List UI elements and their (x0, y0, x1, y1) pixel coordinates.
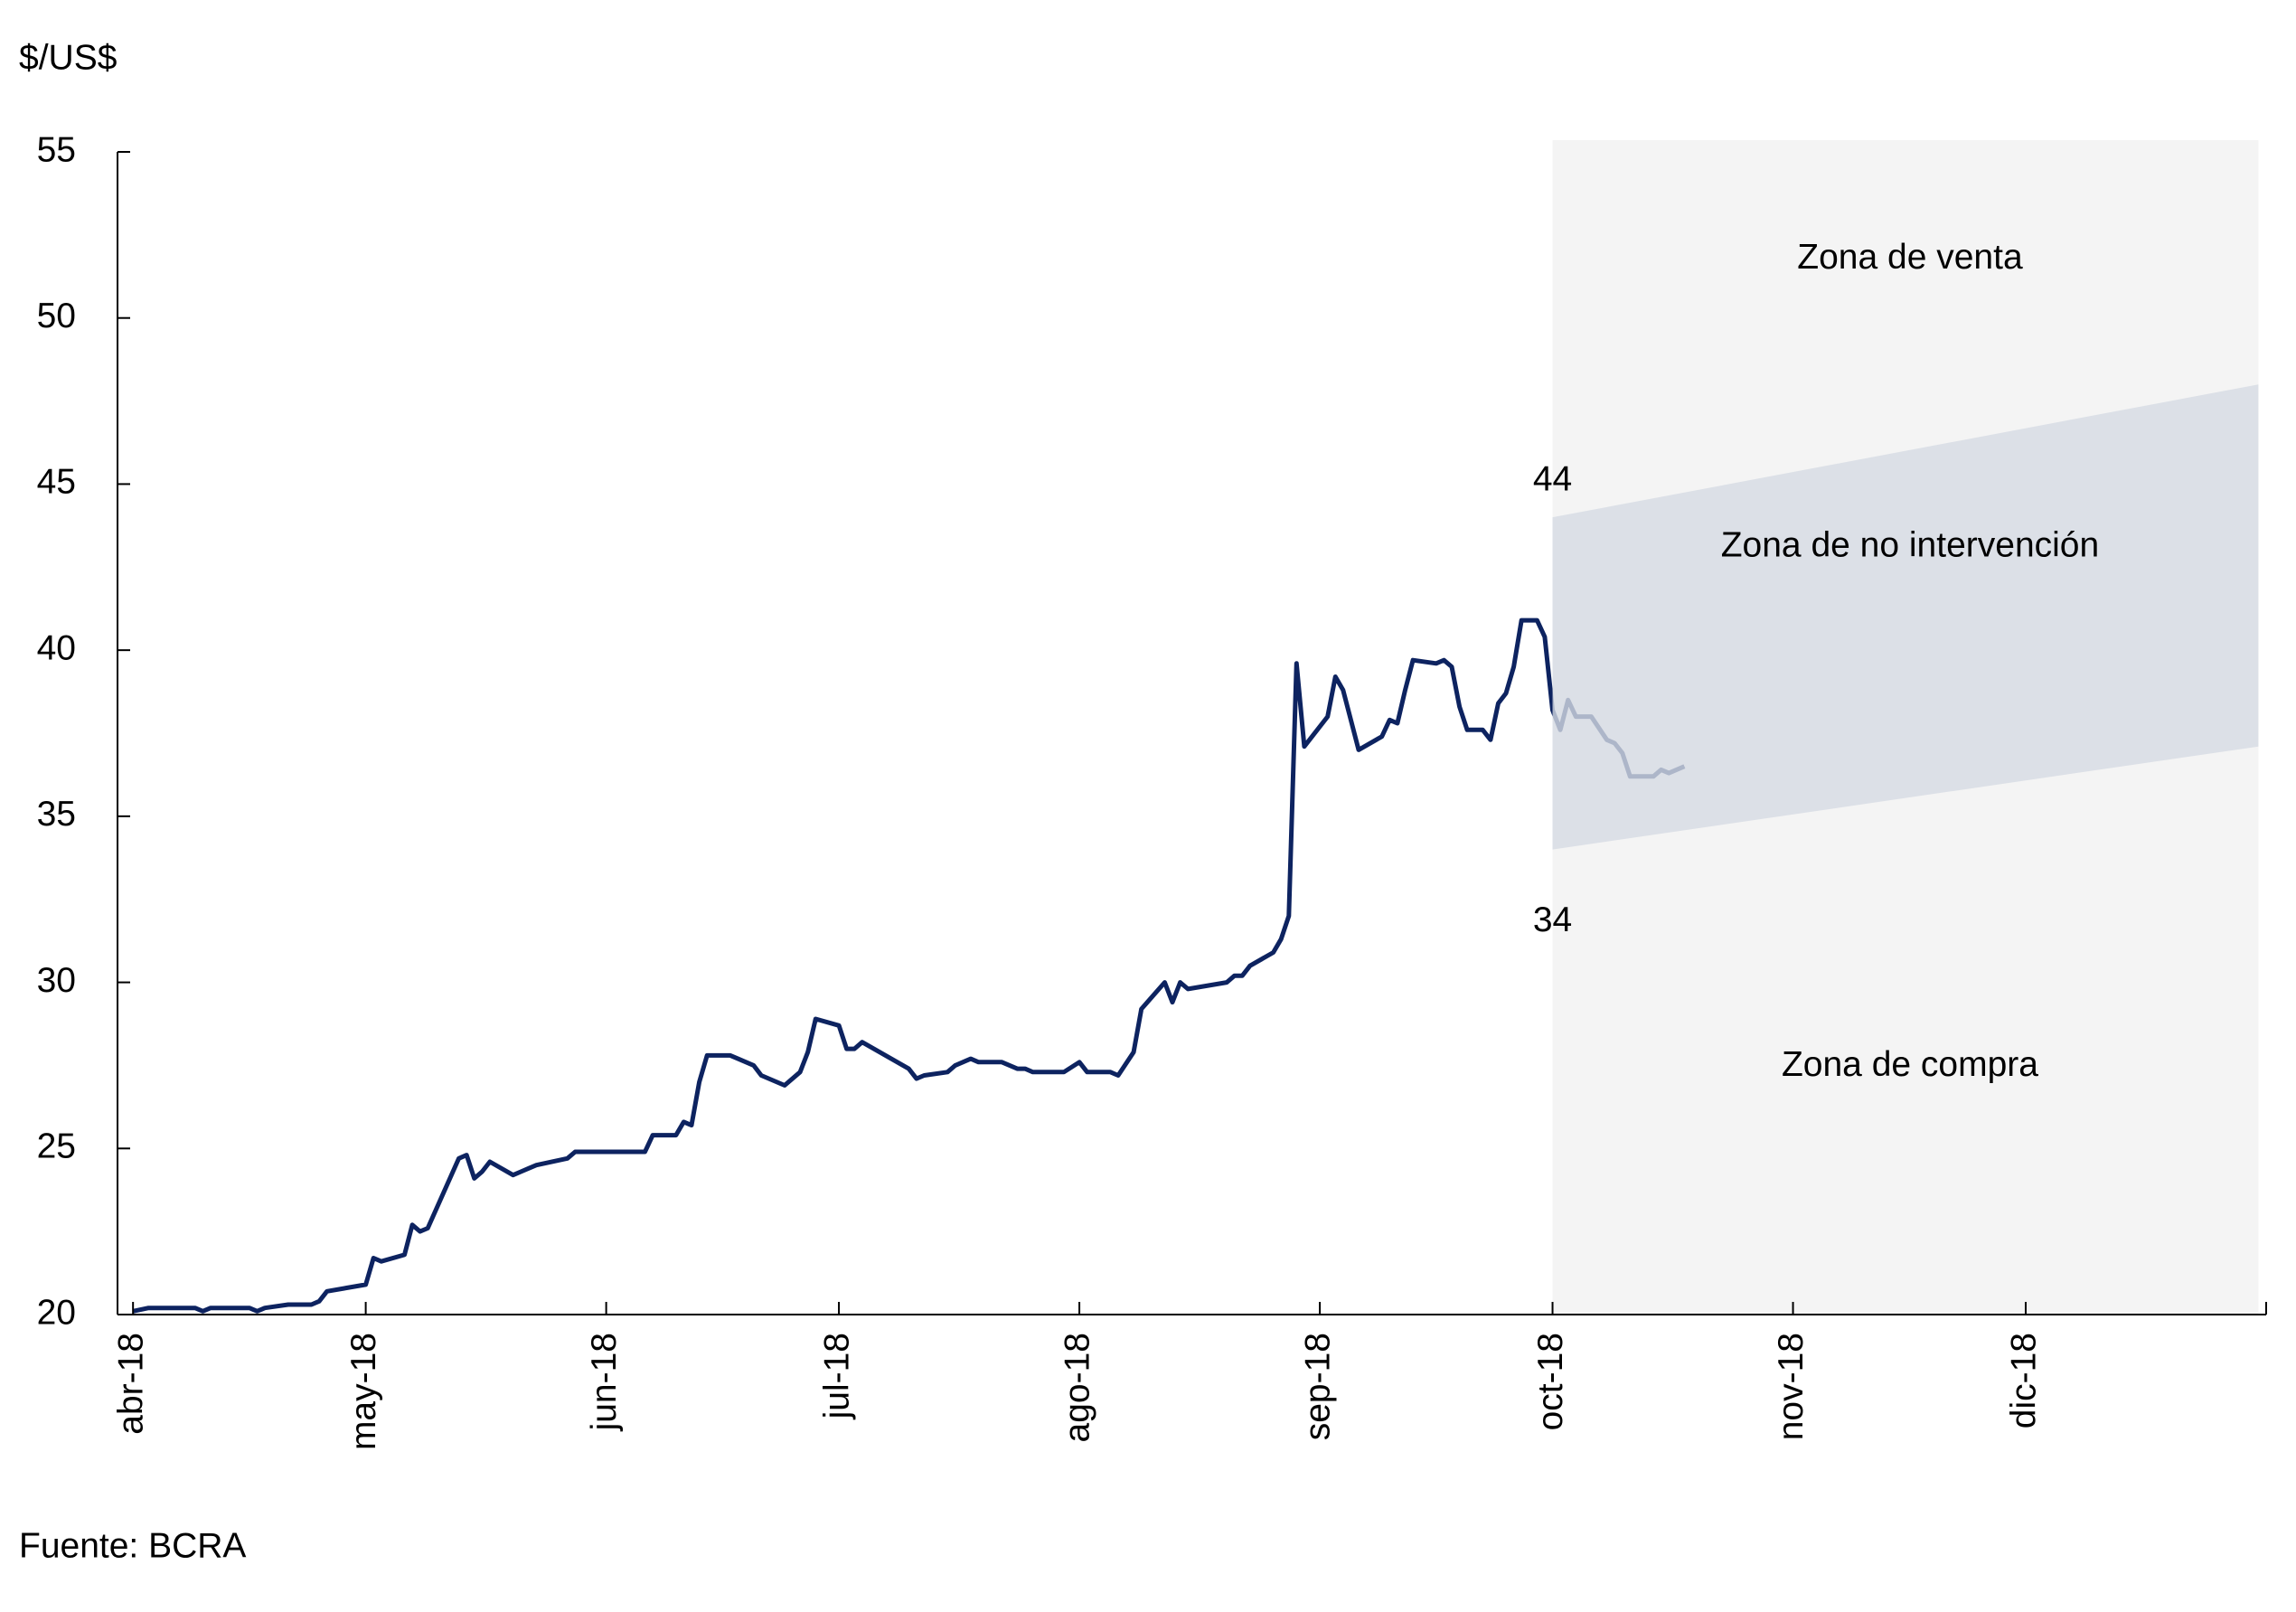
band-upper-label: 44 (1533, 459, 1572, 498)
band-lower-label: 34 (1533, 900, 1572, 939)
x-tick-label: may-18 (344, 1333, 383, 1450)
y-tick-label: 45 (37, 463, 76, 502)
y-tick-label: 50 (37, 297, 76, 335)
exchange-rate-line (132, 617, 1686, 1314)
y-tick-label: 40 (37, 628, 76, 667)
x-tick-label: sep-18 (1298, 1333, 1337, 1440)
y-axis-label: $/US$ (19, 38, 118, 77)
x-tick-label: oct-18 (1531, 1333, 1570, 1430)
x-tick-label: jun-18 (585, 1333, 624, 1431)
zone-label: Zona de venta (1797, 238, 2023, 277)
no-intervention-band (1552, 384, 2259, 850)
source-note: Fuente: BCRA (19, 1526, 246, 1565)
y-tick-label: 55 (37, 130, 76, 169)
x-tick-label: jul-18 (817, 1333, 856, 1419)
x-tick-label: dic-18 (2004, 1333, 2043, 1428)
x-tick-label: nov-18 (1772, 1333, 1811, 1440)
x-tick-label: ago-18 (1058, 1333, 1096, 1442)
y-tick-label: 30 (37, 961, 76, 1000)
x-tick-label: abr-18 (111, 1333, 150, 1435)
zone-label: Zona de no intervención (1721, 526, 2099, 565)
y-tick-label: 20 (37, 1293, 76, 1332)
y-tick-label: 35 (37, 795, 76, 834)
zone-label: Zona de compra (1782, 1045, 2038, 1084)
y-tick-label: 25 (37, 1127, 76, 1166)
